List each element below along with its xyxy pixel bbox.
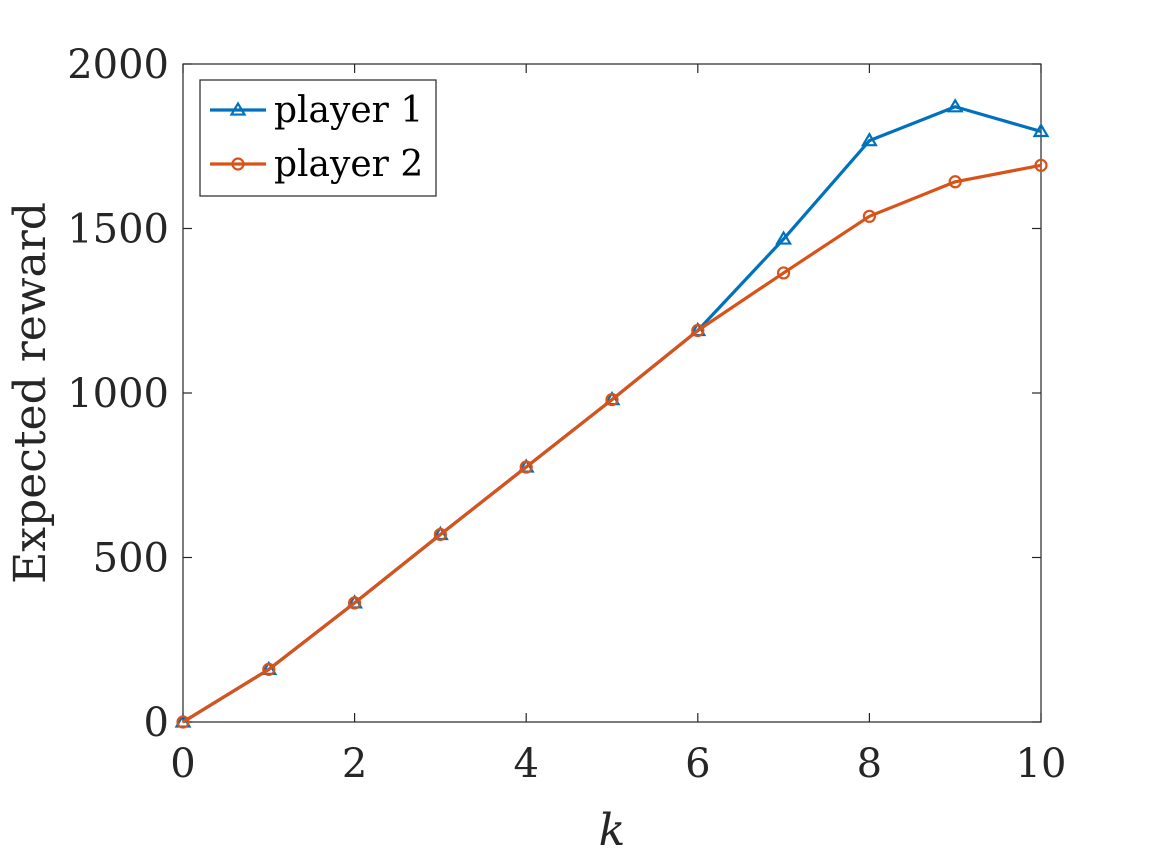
data-point [1034,158,1048,172]
data-point [605,392,619,407]
x-tick-label: 8 [857,741,882,787]
y-tick-label: 500 [93,536,169,582]
series-group [174,98,1050,729]
data-point [348,596,362,610]
data-point [262,662,276,676]
legend: player 1 player 2 [199,79,437,197]
data-point [433,527,447,542]
y-tick-label: 1000 [67,371,169,417]
data-point [176,715,190,729]
data-point [1032,122,1050,138]
legend-item: player 2 [210,144,423,185]
legend-marker [231,157,245,171]
data-point [862,209,877,223]
legend-box [199,79,437,197]
legend-item: player 1 [210,90,423,131]
x-tick-label: 10 [1016,741,1067,787]
data-point [860,131,878,147]
x-tick-label: 0 [170,741,195,787]
data-point [948,175,962,189]
data-point [946,98,964,113]
y-tick-label: 1500 [67,207,169,253]
axis-ticks: 0 2 4 6 8 10 0 500 1000 1500 2000 [67,42,1066,787]
x-tick-label: 2 [342,741,367,787]
y-axis-label: Expected reward [5,202,56,584]
y-tick-label: 0 [144,700,169,746]
series-line [182,163,1042,724]
x-tick-label: 4 [513,741,538,787]
legend-label: player 1 [274,90,423,131]
data-point [519,460,533,474]
data-point [776,266,791,280]
x-axis-label: k [599,805,626,856]
legend-marker [229,101,247,116]
data-point [691,323,705,338]
data-point [775,230,793,245]
y-tick-label: 2000 [67,42,169,88]
legend-label: player 2 [274,144,423,185]
x-tick-label: 6 [685,741,710,787]
series-player-2 [176,158,1048,729]
